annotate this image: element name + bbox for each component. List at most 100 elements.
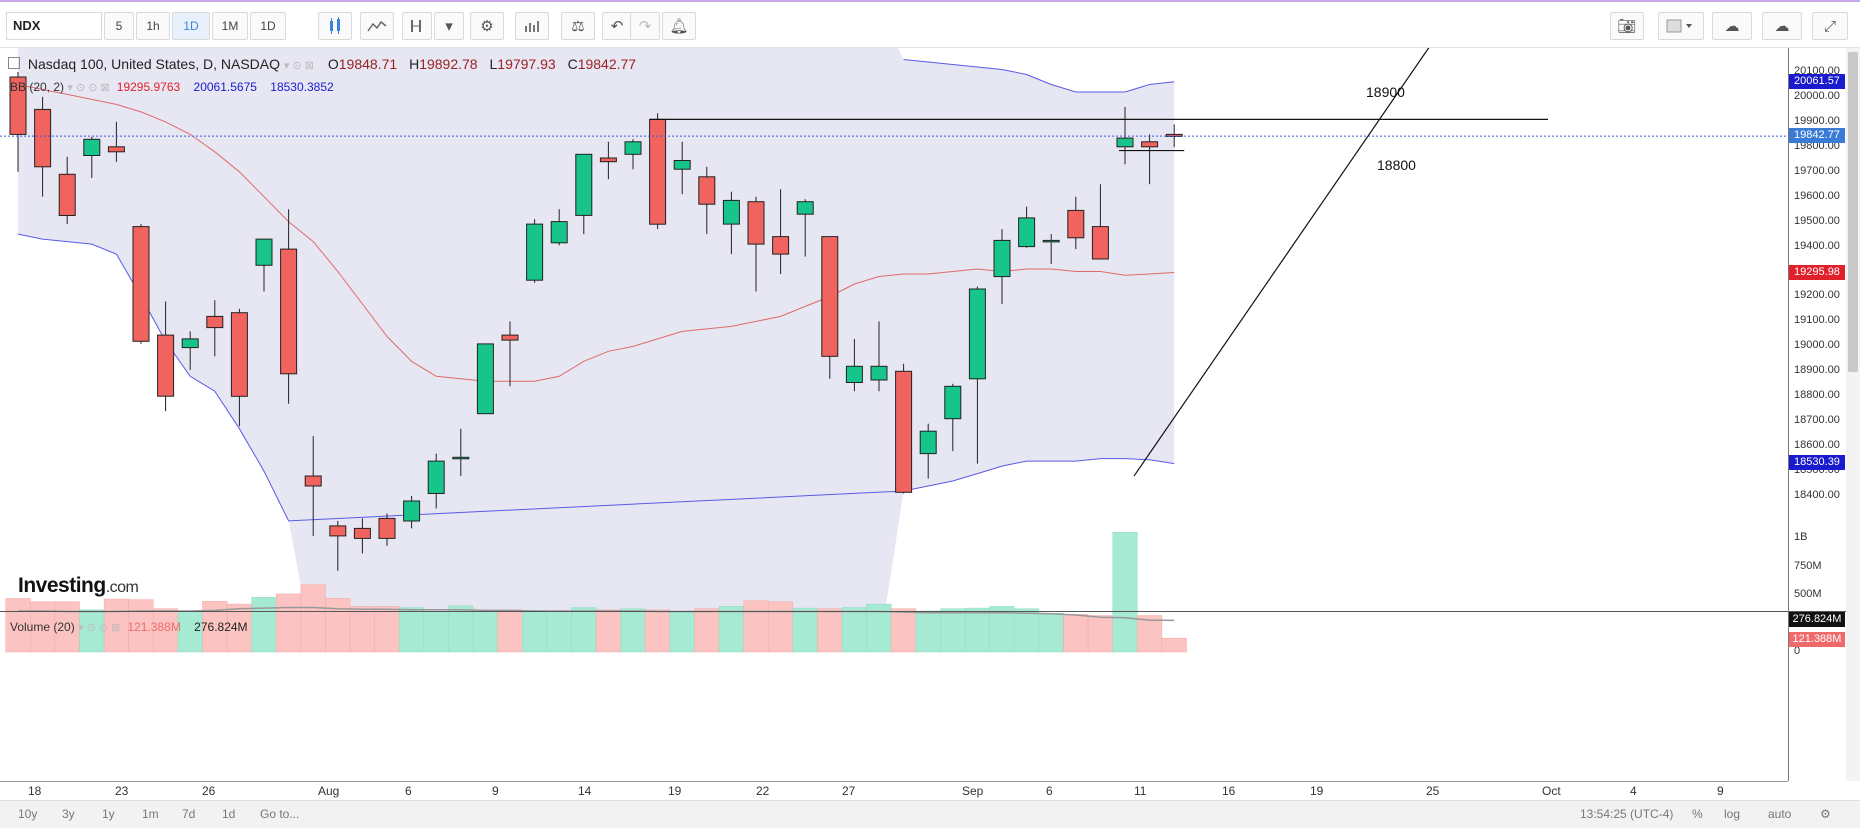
- candle-body: [895, 370, 913, 493]
- annotation-18800[interactable]: 18800: [1377, 157, 1416, 173]
- chevron-down-icon[interactable]: ▾: [434, 12, 464, 40]
- time-axis-label: 19: [1310, 784, 1324, 798]
- range-7d[interactable]: 7d: [182, 807, 196, 821]
- candle: [722, 191, 740, 255]
- alert-bell-icon[interactable]: 🔔︎: [662, 12, 696, 40]
- candle: [206, 300, 224, 357]
- candle: [624, 139, 642, 170]
- settings-gear-icon[interactable]: ⚙: [1820, 807, 1831, 821]
- candle: [501, 321, 519, 387]
- undo-icon[interactable]: ↶: [602, 12, 632, 40]
- candle-body: [870, 365, 888, 381]
- bb-upper-value: 20061.5675: [193, 80, 257, 94]
- candle-body: [58, 173, 76, 217]
- volume-bar: [964, 607, 990, 653]
- interval-1m-button[interactable]: 1M: [212, 12, 248, 40]
- log-toggle[interactable]: log: [1724, 807, 1741, 821]
- candle-body: [476, 343, 494, 415]
- volume-bar: [103, 598, 129, 653]
- candle-body: [501, 334, 519, 341]
- volume-bar: [989, 606, 1015, 653]
- volume-bar: [1161, 637, 1187, 653]
- volume-value: 121.388M: [127, 620, 181, 634]
- candles: [9, 72, 1183, 571]
- time-axis-label: 6: [405, 784, 412, 798]
- goto-date[interactable]: Go to...: [260, 807, 300, 821]
- volume-ma-tag: 276.824M: [1789, 612, 1845, 628]
- candle: [230, 308, 248, 427]
- price-axis-label: 19000.00: [1794, 339, 1840, 352]
- candle: [353, 518, 371, 554]
- candle-body: [919, 430, 937, 455]
- range-3y[interactable]: 3y: [62, 807, 75, 821]
- range-1d[interactable]: 1d: [222, 807, 236, 821]
- price-axis-label: 18400.00: [1794, 489, 1840, 501]
- indicators-icon[interactable]: [360, 12, 394, 40]
- interval-dropdown[interactable]: 1D: [250, 12, 286, 40]
- fullscreen-icon[interactable]: ⤢: [1812, 12, 1848, 40]
- time-axis-label: 19: [668, 784, 682, 798]
- price-axis-label: 18900.00: [1794, 364, 1840, 377]
- drawing-tools-icon[interactable]: [402, 12, 432, 40]
- time-axis-label: Aug: [318, 784, 340, 798]
- volume-bars: [5, 532, 1187, 653]
- price-axis-label: 19400.00: [1794, 239, 1840, 252]
- candle-body: [157, 334, 175, 397]
- cloud-load-icon[interactable]: ☁: [1712, 12, 1752, 40]
- volume-bar: [620, 608, 646, 653]
- price-axis-label: 18800.00: [1794, 389, 1840, 402]
- candle-body: [1091, 226, 1109, 260]
- volume-axis-label: 500M: [1794, 588, 1822, 600]
- investing-logo: Investing.com: [18, 574, 139, 597]
- volume-bar: [399, 607, 425, 653]
- auto-toggle[interactable]: auto: [1768, 807, 1792, 821]
- clock: 13:54:25 (UTC-4): [1580, 807, 1674, 821]
- camera-icon[interactable]: 📷︎: [1610, 12, 1644, 40]
- range-10y[interactable]: 10y: [18, 807, 38, 821]
- candle-body: [1165, 133, 1183, 137]
- candle-body: [821, 236, 839, 357]
- candle: [747, 196, 765, 292]
- scrollbar-thumb[interactable]: [1848, 52, 1858, 372]
- price-axis[interactable]: [1788, 48, 1860, 781]
- candle-body: [624, 141, 642, 155]
- candle: [1141, 134, 1159, 185]
- candle-body: [673, 160, 691, 170]
- price-axis-label: 19100.00: [1794, 314, 1840, 327]
- candle-body: [304, 475, 322, 487]
- candle-style-icon[interactable]: [318, 12, 352, 40]
- interval-5-button[interactable]: 5: [104, 12, 134, 40]
- candle-body: [993, 239, 1011, 278]
- redo-icon[interactable]: ↷: [630, 12, 660, 40]
- interval-1d-button[interactable]: 1D: [172, 12, 210, 40]
- volume-value-tag: 121.388M: [1789, 632, 1845, 648]
- bar-chart-icon[interactable]: [515, 12, 549, 40]
- interval-1h-button[interactable]: 1h: [136, 12, 170, 40]
- candle-body: [230, 312, 248, 397]
- compare-scale-icon[interactable]: ⚖: [561, 12, 595, 40]
- candle: [403, 496, 421, 529]
- cloud-save-icon[interactable]: ☁: [1762, 12, 1802, 40]
- candle: [1042, 234, 1060, 264]
- candle: [452, 428, 470, 476]
- bb-middle-tag: 19295.98: [1789, 264, 1845, 280]
- candle: [329, 520, 347, 571]
- percent-toggle[interactable]: %: [1692, 807, 1703, 821]
- annotation-18900[interactable]: 18900: [1366, 84, 1405, 100]
- vertical-scrollbar[interactable]: [1846, 48, 1860, 781]
- candle: [83, 136, 101, 178]
- range-1y[interactable]: 1y: [102, 807, 115, 821]
- volume-bar: [915, 610, 941, 653]
- volume-bar: [1038, 612, 1064, 653]
- volume-bar: [472, 609, 498, 653]
- symbol-input[interactable]: NDX: [6, 12, 102, 40]
- range-1m[interactable]: 1m: [142, 807, 159, 821]
- layout-dropdown-icon[interactable]: [1658, 12, 1704, 40]
- price-chart[interactable]: [0, 48, 1788, 781]
- collapse-toggle-icon[interactable]: [8, 57, 20, 69]
- candle: [1018, 206, 1036, 248]
- settings-gear-icon[interactable]: ⚙: [470, 12, 504, 40]
- pane-separator[interactable]: [0, 611, 1846, 612]
- candle-body: [34, 108, 52, 168]
- volume-bar: [300, 584, 326, 653]
